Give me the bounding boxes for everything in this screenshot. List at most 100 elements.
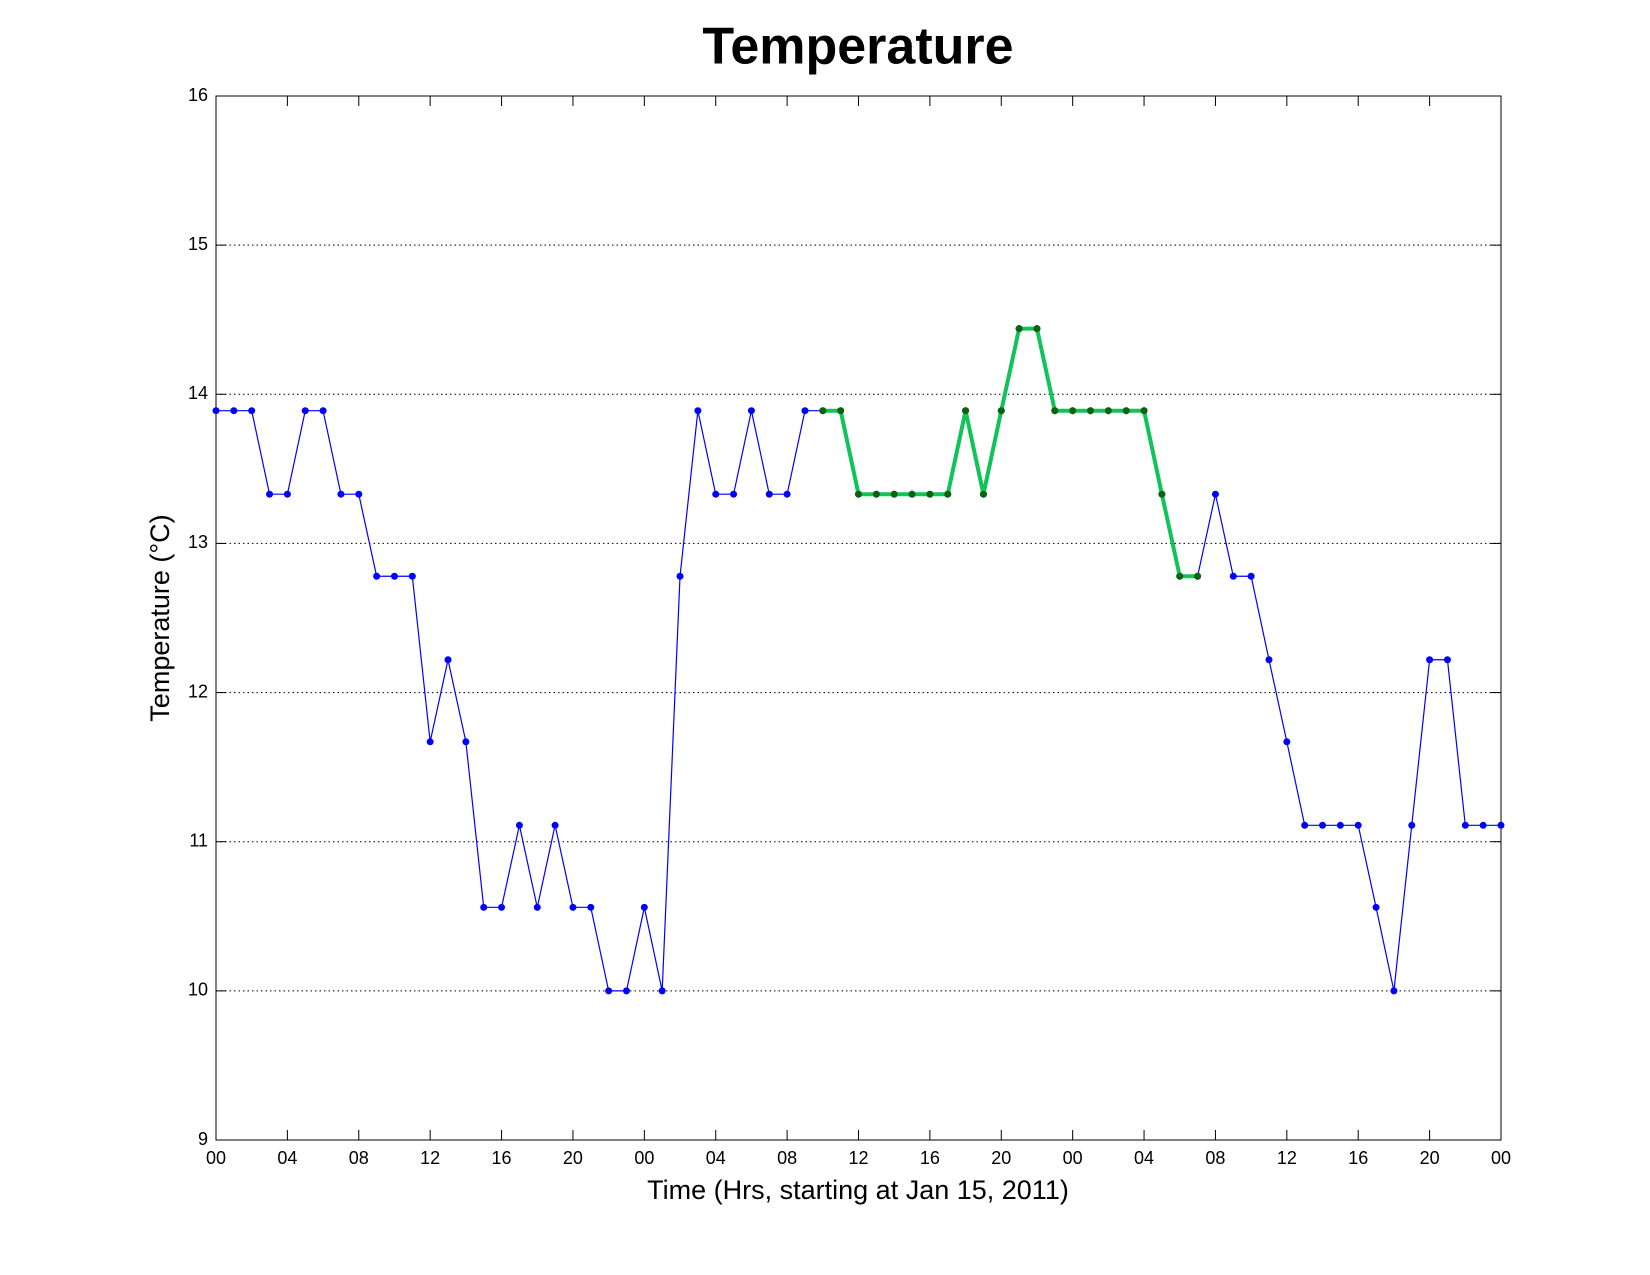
point	[212, 407, 220, 415]
y-tick-label: 15	[188, 234, 208, 254]
point	[373, 572, 381, 580]
point	[337, 490, 345, 498]
x-axis-label: Time (Hrs, starting at Jan 15, 2011)	[647, 1175, 1069, 1205]
point	[408, 572, 416, 580]
x-tick-label: 20	[991, 1148, 1011, 1168]
point	[1087, 407, 1095, 415]
point	[248, 407, 256, 415]
point	[801, 407, 809, 415]
x-tick-label: 08	[777, 1148, 797, 1168]
point	[266, 490, 274, 498]
plot-frame	[215, 95, 1502, 1141]
point	[480, 903, 488, 911]
point	[694, 407, 702, 415]
x-tick-label: 12	[1277, 1148, 1297, 1168]
point	[301, 407, 309, 415]
point	[533, 903, 541, 911]
point	[319, 407, 327, 415]
point	[515, 821, 523, 829]
point	[1319, 821, 1327, 829]
point	[230, 407, 238, 415]
point	[551, 821, 559, 829]
x-tick-label: 16	[920, 1148, 940, 1168]
point	[1283, 738, 1291, 746]
y-tick-label: 16	[188, 85, 208, 105]
x-tick-label: 16	[1348, 1148, 1368, 1168]
point	[819, 407, 827, 415]
point	[855, 490, 862, 498]
y-tick-label: 12	[188, 681, 208, 701]
x-tick-label: 00	[206, 1148, 226, 1168]
point	[1176, 572, 1184, 580]
x-tick-label: 08	[1205, 1148, 1225, 1168]
x-tick-label: 12	[848, 1148, 868, 1168]
y-tick-label: 11	[189, 830, 208, 850]
point	[1426, 656, 1434, 664]
chart-title: Temperature	[702, 18, 1013, 76]
point	[1390, 987, 1398, 995]
x-tick-label: 08	[349, 1148, 369, 1168]
x-tick-label: 12	[420, 1148, 440, 1168]
point	[1247, 572, 1255, 580]
point	[1443, 656, 1451, 664]
point	[1194, 572, 1202, 580]
point	[712, 490, 720, 498]
point	[872, 490, 880, 498]
point	[1033, 325, 1041, 333]
point	[1229, 572, 1237, 580]
point	[1069, 407, 1077, 415]
point	[1372, 903, 1380, 911]
point	[1051, 407, 1059, 415]
point	[1122, 407, 1130, 415]
point	[426, 738, 434, 746]
point	[979, 490, 987, 498]
point	[1158, 490, 1166, 498]
point	[962, 407, 970, 415]
point	[587, 903, 595, 911]
point	[390, 572, 398, 580]
point	[283, 490, 291, 498]
point	[462, 738, 470, 746]
point	[569, 903, 577, 911]
point	[730, 490, 738, 498]
x-tick-label: 20	[1420, 1148, 1440, 1168]
x-tick-label: 00	[634, 1148, 654, 1168]
point	[444, 656, 452, 664]
point	[355, 490, 363, 498]
x-tick-label: 04	[277, 1148, 297, 1168]
point	[658, 987, 666, 995]
point	[747, 407, 755, 415]
point	[1354, 821, 1362, 829]
point	[1301, 821, 1309, 829]
point	[837, 407, 845, 415]
point	[640, 903, 648, 911]
point	[676, 572, 684, 580]
point	[1265, 656, 1273, 664]
point	[1479, 821, 1487, 829]
point	[765, 490, 773, 498]
point	[605, 987, 613, 995]
point	[1211, 490, 1219, 498]
x-tick-label: 00	[1063, 1148, 1083, 1168]
y-tick-label: 13	[188, 532, 208, 552]
point	[1461, 821, 1469, 829]
y-axis-label: Temperature (°C)	[145, 514, 175, 721]
x-tick-label: 20	[563, 1148, 583, 1168]
point	[890, 490, 898, 498]
x-tick-label: 16	[492, 1148, 512, 1168]
point	[1497, 821, 1505, 829]
x-tick-label: 00	[1491, 1148, 1511, 1168]
y-tick-label: 10	[188, 980, 208, 1000]
y-tick-label: 14	[188, 383, 208, 403]
point	[1015, 325, 1023, 333]
point	[908, 490, 916, 498]
x-tick-label: 04	[706, 1148, 726, 1168]
point	[944, 490, 952, 498]
point	[1336, 821, 1344, 829]
point	[1140, 407, 1148, 415]
point	[1408, 821, 1416, 829]
point	[926, 490, 934, 498]
series-line	[822, 326, 1198, 579]
